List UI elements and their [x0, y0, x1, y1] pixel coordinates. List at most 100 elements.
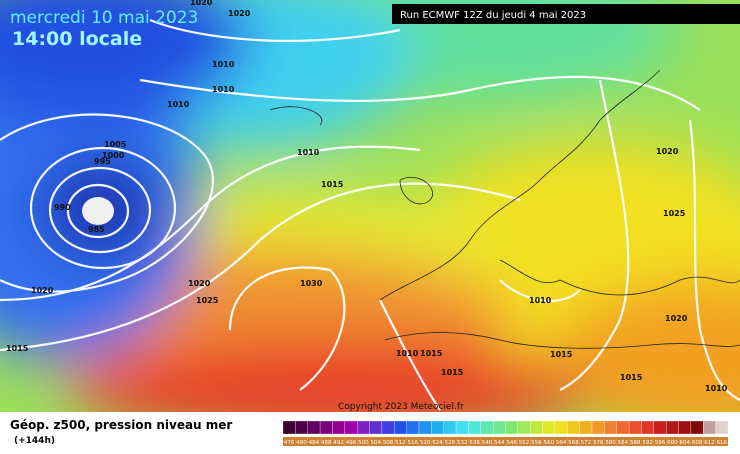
isobar-label: 1005 — [104, 140, 127, 149]
colorbar-label: 480 — [296, 440, 307, 446]
colorbar-cell — [690, 420, 704, 435]
colorbar-cell — [616, 420, 630, 435]
copyright: Copyright 2023 Meteociel.fr — [338, 402, 464, 412]
colorbar: 476 480 484 488 492 496 500 504 508 512 516 520 524 5… — [282, 420, 729, 446]
isobar-label: 1015 — [441, 368, 464, 377]
colorbar-label-bg — [703, 437, 716, 446]
colorbar-label-bg — [505, 437, 518, 446]
isobar-label: 1020 — [665, 314, 688, 323]
colorbar-cell — [431, 420, 444, 435]
colorbar-label: 596 — [655, 440, 666, 446]
colorbar-label-bg — [320, 437, 333, 446]
isobar-label: 1015 — [620, 373, 643, 382]
colorbar-label-bg — [307, 437, 321, 446]
colorbar-label: 572 — [581, 440, 592, 446]
colorbar-cell — [357, 420, 370, 435]
isobar-label: 1030 — [300, 279, 323, 288]
isobar-label: 1010 — [212, 85, 235, 94]
colorbar-label: 604 — [679, 440, 690, 446]
colorbar-label-bg — [530, 437, 543, 446]
colorbar-cell — [542, 420, 556, 435]
date: mercredi 10 mai 2023 — [10, 8, 198, 28]
isobar-label: 1010 — [529, 296, 552, 305]
colorbar-label: 508 — [383, 440, 394, 446]
colorbar-cell — [591, 420, 605, 435]
colorbar-label: 556 — [531, 440, 542, 446]
colorbar-label: 488 — [321, 440, 332, 446]
colorbar-cell — [455, 420, 469, 435]
colorbar-label-bg — [542, 437, 555, 446]
colorbar-cell — [492, 420, 506, 435]
colorbar-label-bg — [653, 437, 667, 446]
isobar-label: 1015 — [550, 350, 573, 359]
isobar-label: 995 — [94, 157, 111, 166]
isobar-label: 1010 — [396, 349, 419, 358]
colorbar-label: 616 — [717, 440, 728, 446]
colorbar-cell — [530, 420, 543, 435]
colorbar-label: 496 — [346, 440, 357, 446]
colorbar-label: 564 — [556, 440, 567, 446]
colorbar-label: 560 — [544, 440, 555, 446]
colorbar-label: 568 — [568, 440, 579, 446]
colorbar-label-bg — [678, 437, 691, 446]
colorbar-cell — [468, 420, 481, 435]
colorbar-cell — [604, 420, 617, 435]
colorbar-cell — [641, 420, 654, 435]
colorbar-cell — [443, 420, 457, 435]
colorbar-label-bg — [394, 437, 407, 446]
colorbar-label-bg — [456, 437, 469, 446]
colorbar-label: 588 — [630, 440, 641, 446]
colorbar-label: 532 — [457, 440, 468, 446]
colorbar-label-bg — [666, 437, 679, 446]
colorbar-cell — [554, 420, 568, 435]
colorbar-cell — [715, 420, 729, 435]
lead-time: (+144h) — [14, 436, 55, 446]
colorbar-cell — [307, 420, 321, 435]
colorbar-cell — [282, 420, 296, 435]
colorbar-label-bg — [431, 437, 444, 446]
colorbar-cell — [319, 420, 333, 435]
colorbar-cell — [653, 420, 667, 435]
colorbar-cell — [295, 420, 308, 435]
colorbar-label: 548 — [506, 440, 517, 446]
colorbar-label: 608 — [692, 440, 703, 446]
isobar-label: 1015 — [321, 180, 344, 189]
isobar-label: 1020 — [190, 0, 213, 7]
colorbar-label: 500 — [358, 440, 369, 446]
colorbar-label-bg — [369, 437, 382, 446]
colorbar-cell — [678, 420, 692, 435]
colorbar-label: 516 — [408, 440, 419, 446]
colorbar-label-bg — [604, 437, 617, 446]
colorbar-label-bg — [554, 437, 568, 446]
isobar-label: 1020 — [31, 286, 54, 295]
colorbar-label: 580 — [605, 440, 616, 446]
isobar-label: 1020 — [656, 147, 679, 156]
colorbar-cell — [418, 420, 432, 435]
colorbar-label: 520 — [420, 440, 431, 446]
isobar-label: 1010 — [705, 384, 728, 393]
colorbar-label: 524 — [432, 440, 443, 446]
colorbar-label-bg — [715, 437, 728, 446]
colorbar-cell — [381, 420, 395, 435]
colorbar-label-bg — [629, 437, 642, 446]
isobar-label: 1025 — [196, 296, 219, 305]
colorbar-label-bg — [357, 437, 370, 446]
colorbar-label-bg — [579, 437, 593, 446]
legend-title: Géop. z500, pression niveau mer — [10, 418, 232, 432]
isobar-label: 1015 — [6, 344, 29, 353]
colorbar-label-bg — [332, 437, 345, 446]
run: Run ECMWF 12Z du jeudi 4 mai 2023 — [400, 10, 586, 21]
colorbar-cell — [344, 420, 358, 435]
colorbar-label-bg — [344, 437, 358, 446]
colorbar-label: 512 — [395, 440, 406, 446]
colorbar-label-bg — [295, 437, 308, 446]
colorbar-label-bg — [616, 437, 630, 446]
colorbar-label: 540 — [482, 440, 493, 446]
colorbar-cell — [480, 420, 494, 435]
colorbar-label-bg — [493, 437, 506, 446]
isobar-label: 1015 — [420, 349, 443, 358]
colorbar-label: 592 — [642, 440, 653, 446]
colorbar-cell — [628, 420, 642, 435]
isobar-label: 1000 — [102, 151, 125, 160]
